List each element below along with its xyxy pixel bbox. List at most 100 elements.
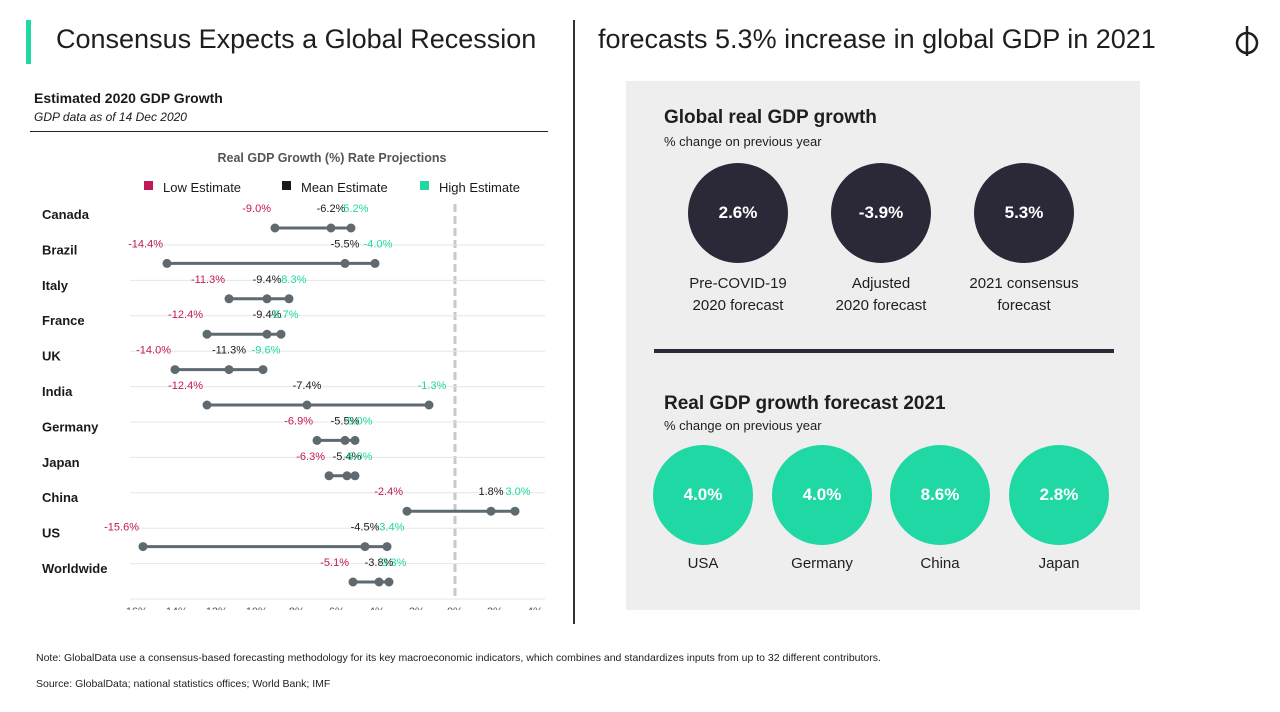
high-estimate-point [258,365,268,375]
forecast-subtitle: % change on previous year [664,418,822,433]
mean-value-label: -7.4% [293,380,322,392]
low-value-label: -11.3% [191,274,225,286]
high-estimate-point [384,577,394,587]
low-estimate-point [162,258,172,268]
category-label: UK [42,349,61,364]
mean-estimate-point [486,506,496,516]
high-estimate-point [350,435,360,445]
mean-value-label: -9.4% [253,309,282,321]
x-tick-label: 2% [487,606,503,610]
x-tick-label: -4% [365,606,385,610]
source-note: Source: GlobalData; national statistics … [36,678,331,690]
global-growth-title: Global real GDP growth [664,107,877,128]
mean-estimate-point [340,435,350,445]
low-estimate-point [348,577,358,587]
global-growth-subtitle: % change on previous year [664,134,822,149]
forecast-title: Real GDP growth forecast 2021 [664,393,946,414]
panel-divider [654,349,1114,353]
high-value-label: -8.3% [278,274,307,286]
mean-value-label: -5.4% [333,451,362,463]
category-label: Germany [42,419,99,434]
low-value-label: -2.4% [374,486,403,498]
low-value-label: -14.4% [128,238,163,250]
mean-value-label: -5.5% [331,238,360,250]
global-circle-pre-covid: 2.6% [688,163,788,263]
mean-value-label: -6.2% [317,203,346,215]
category-label: Italy [42,278,69,293]
forecast-label-usa: USA [687,555,719,572]
x-tick-label: 0% [447,606,463,610]
mean-estimate-point [224,365,234,375]
mean-estimate-point [302,400,312,410]
mean-value-label: -9.4% [253,274,282,286]
mean-estimate-point [360,542,370,552]
title-accent-bar [26,20,31,64]
low-estimate-point [270,223,280,233]
mean-estimate-point [340,258,350,268]
mean-value-label: -4.5% [351,522,380,534]
low-estimate-point [170,365,180,375]
mean-value-label: 1.8% [478,486,503,498]
low-value-label: -12.4% [168,309,203,321]
high-estimate-point [276,329,286,339]
forecast-label-germany: Germany [791,555,853,572]
low-estimate-point [324,471,334,481]
low-value-label: -5.1% [320,557,349,569]
low-estimate-point [202,329,212,339]
mean-estimate-point [342,471,352,481]
category-label: Japan [42,455,80,470]
high-value-label: -5.0% [344,451,373,463]
category-label: France [42,313,85,328]
category-label: Canada [42,207,90,222]
legend-label: Low Estimate [163,180,241,195]
category-label: India [42,384,73,399]
legend-label: High Estimate [439,180,520,195]
x-tick-label: -2% [405,606,425,610]
x-tick-label: -10% [242,606,268,610]
forecast-circle-japan: 2.8% [1009,445,1109,545]
mean-value-label: -11.3% [212,345,246,357]
category-label: US [42,526,60,541]
category-label: Brazil [42,242,77,257]
left-title: Consensus Expects a Global Recession [56,24,537,54]
low-estimate-point [402,506,412,516]
brand-logo-icon [1235,26,1259,56]
mean-estimate-point [262,329,272,339]
high-value-label: -8.7% [270,309,299,321]
high-value-label: -3.4% [376,522,405,534]
low-estimate-point [202,400,212,410]
x-tick-label: -8% [285,606,305,610]
x-tick-label: -16% [122,606,148,610]
legend-label: Mean Estimate [301,180,388,195]
footnote: Note: GlobalData use a consensus-based f… [36,652,881,664]
low-estimate-point [138,542,148,552]
section-divider [573,20,575,624]
chart-inner-title: Real GDP Growth (%) Rate Projections [218,151,447,165]
high-value-label: -3.3% [378,557,407,569]
high-estimate-point [510,506,520,516]
global-label-adjusted: Adjusted 2020 forecast [835,275,927,314]
high-value-label: -9.6% [252,345,281,357]
high-estimate-point [350,471,360,481]
high-estimate-point [382,542,392,552]
mean-estimate-point [262,294,272,304]
high-value-label: -5.0% [344,415,373,427]
global-circle-2021: 5.3% [974,163,1074,263]
low-estimate-point [312,435,322,445]
category-label: Worldwide [42,561,107,576]
chart-subtitle: GDP data as of 14 Dec 2020 [34,110,187,124]
mean-estimate-point [374,577,384,587]
global-label-pre-covid: Pre-COVID-19 2020 forecast [689,275,787,314]
mean-value-label: -3.8% [365,557,394,569]
low-value-label: -12.4% [168,380,203,392]
category-label: China [42,490,79,505]
high-estimate-point [424,400,434,410]
summary-panel: Global real GDP growth % change on previ… [626,81,1140,610]
chart-title: Estimated 2020 GDP Growth [34,90,223,106]
high-value-label: -1.3% [418,380,447,392]
legend-swatch [282,181,291,190]
forecast-label-china: China [920,555,960,572]
global-label-2021: 2021 consensus forecast [969,275,1079,314]
high-estimate-point [346,223,356,233]
forecast-circle-germany: 4.0% [772,445,872,545]
